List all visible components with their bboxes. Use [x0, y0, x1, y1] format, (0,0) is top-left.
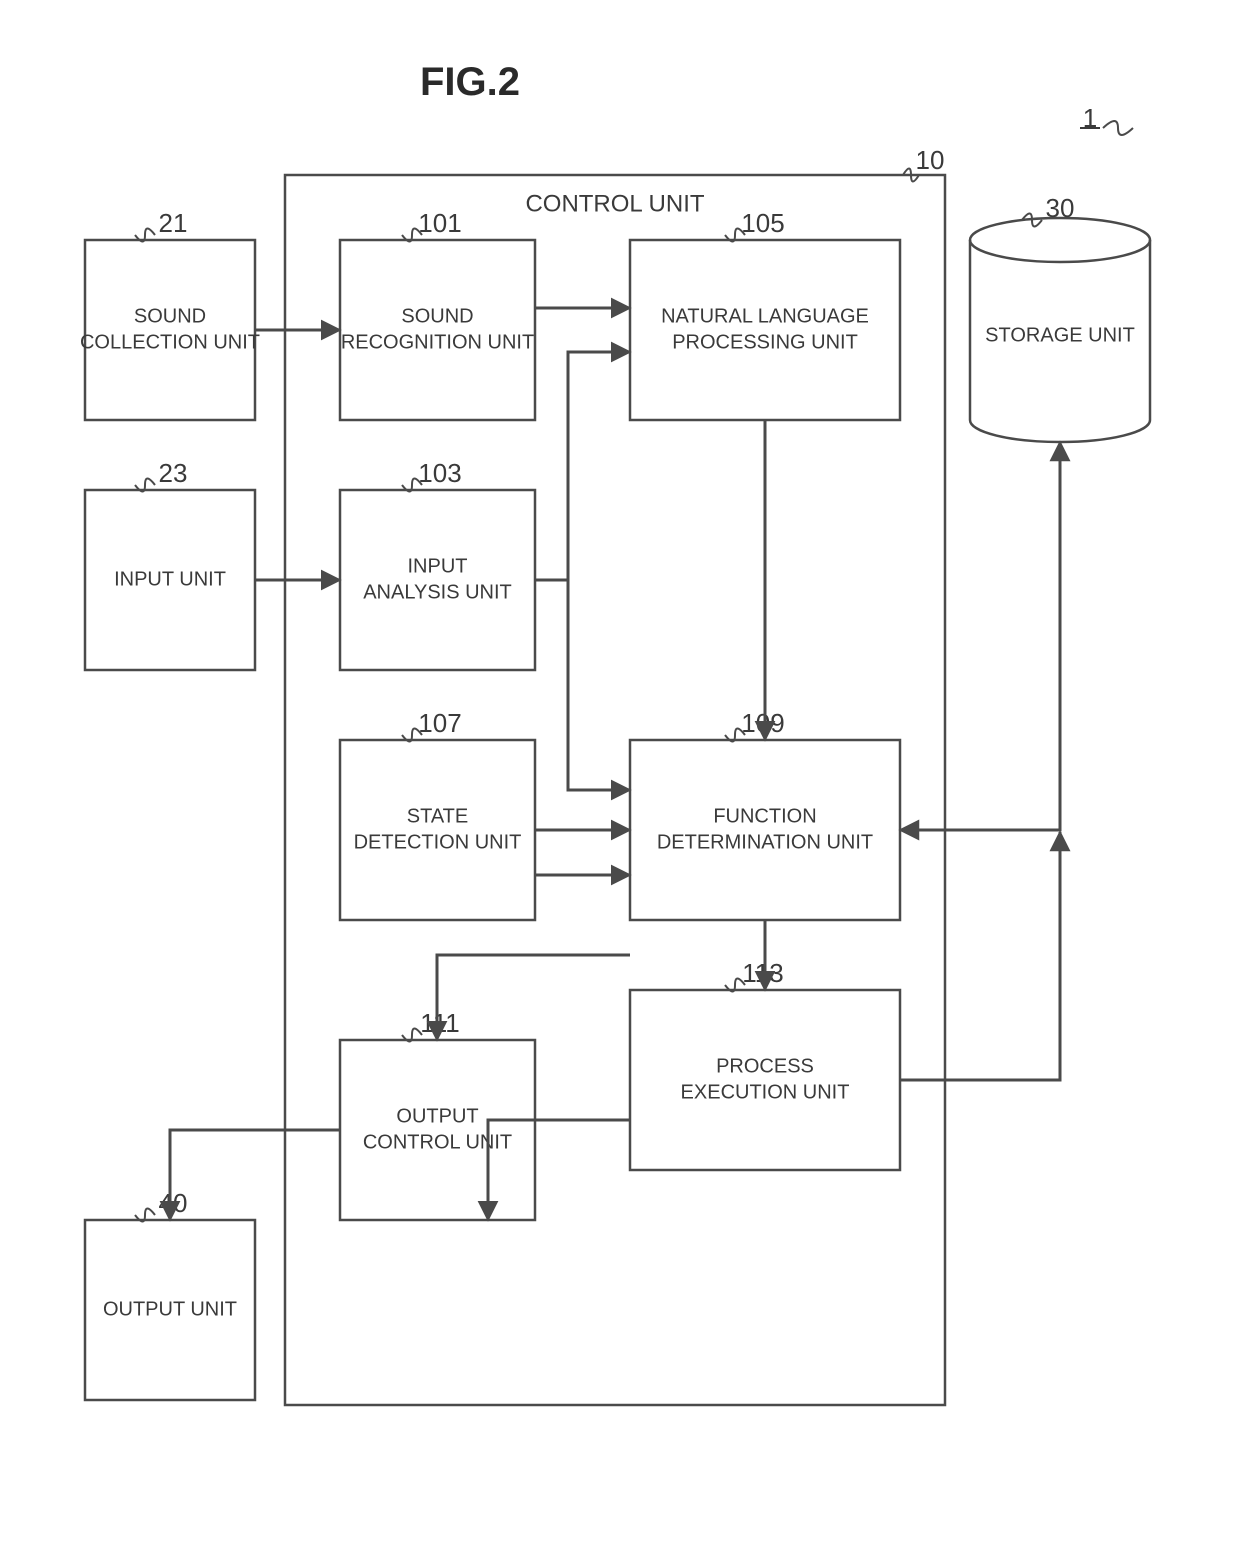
storage-unit-number: 30: [1046, 193, 1075, 223]
control-unit-label: CONTROL UNIT: [525, 190, 704, 217]
process-execution-unit-block-label: EXECUTION UNIT: [681, 1081, 850, 1103]
function-determination-unit-block-label: FUNCTION: [713, 805, 816, 827]
natural-language-processing-unit-block: [630, 240, 900, 420]
natural-language-processing-unit-block-label: PROCESSING UNIT: [672, 331, 858, 353]
sound-collection-unit-block-number: 21: [159, 208, 188, 238]
function-determination-unit-block-label: DETERMINATION UNIT: [657, 831, 873, 853]
state-detection-unit-block-label: STATE: [407, 805, 468, 827]
input-analysis-unit-block-label: INPUT: [408, 555, 468, 577]
process-execution-unit-block-number: 113: [742, 958, 783, 988]
input-unit-block-number: 23: [159, 458, 188, 488]
sound-recognition-unit-block-label: SOUND: [401, 305, 473, 327]
figure-title: FIG.2: [420, 60, 520, 104]
input-analysis-unit-block: [340, 490, 535, 670]
arrow-ia-to-fd: [568, 580, 630, 790]
sound-collection-unit-block-label: SOUND: [134, 305, 206, 327]
natural-language-processing-unit-block-label: NATURAL LANGUAGE: [661, 305, 869, 327]
arrow-fd-storage: [900, 442, 1060, 830]
sound-collection-unit-block: [85, 240, 255, 420]
arrow-fd-to-oc: [437, 955, 630, 1040]
input-analysis-unit-block-label: ANALYSIS UNIT: [363, 581, 512, 603]
output-control-unit-block-label: CONTROL UNIT: [363, 1131, 512, 1153]
state-detection-unit-block: [340, 740, 535, 920]
storage-unit-label: STORAGE UNIT: [985, 324, 1135, 346]
control-unit-number: 10: [916, 145, 945, 175]
sound-recognition-unit-block-label: RECOGNITION UNIT: [341, 331, 534, 353]
output-unit-block-label: OUTPUT UNIT: [103, 1298, 237, 1320]
output-control-unit-block-number: 111: [420, 1008, 460, 1038]
state-detection-unit-block-number: 107: [418, 708, 461, 738]
process-execution-unit-block-label: PROCESS: [716, 1055, 814, 1077]
arrow-oc-to-ou: [170, 1130, 340, 1220]
function-determination-unit-block: [630, 740, 900, 920]
output-control-unit-block: [340, 1040, 535, 1220]
input-unit-block-label: INPUT UNIT: [114, 568, 226, 590]
storage-unit-cylinder: [970, 218, 1150, 262]
sound-collection-unit-block-label: COLLECTION UNIT: [80, 331, 260, 353]
state-detection-unit-block-label: DETECTION UNIT: [354, 831, 522, 853]
output-control-unit-block-label: OUTPUT: [396, 1105, 478, 1127]
sound-recognition-unit-block-number: 101: [418, 208, 461, 238]
arrow-ia-to-nlp: [568, 352, 630, 580]
process-execution-unit-block: [630, 990, 900, 1170]
arrow-pe-storage: [900, 832, 1060, 1080]
sound-recognition-unit-block: [340, 240, 535, 420]
output-unit-block-number: 40: [159, 1188, 188, 1218]
block-diagram: FIG.2110CONTROL UNITSOUNDCOLLECTION UNIT…: [0, 0, 1240, 1559]
input-analysis-unit-block-number: 103: [418, 458, 461, 488]
natural-language-processing-unit-block-number: 105: [741, 208, 784, 238]
function-determination-unit-block-number: 109: [741, 708, 784, 738]
